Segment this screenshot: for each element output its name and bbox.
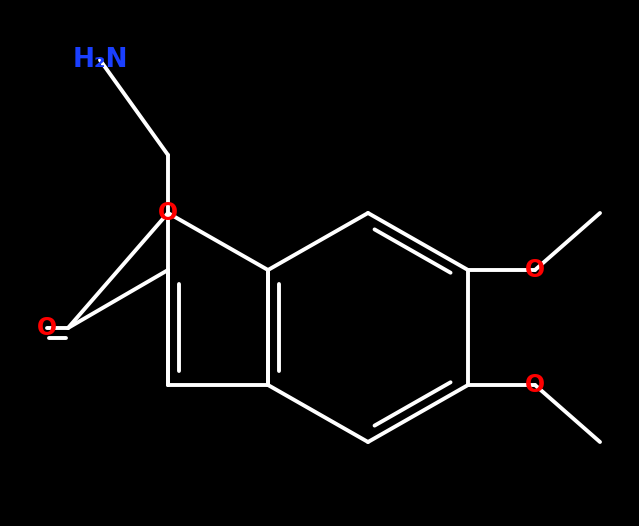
Text: O: O [158,201,178,225]
Text: O: O [525,373,545,397]
Text: O: O [525,258,545,282]
Text: O: O [37,316,57,340]
Text: H₂N: H₂N [72,47,128,73]
